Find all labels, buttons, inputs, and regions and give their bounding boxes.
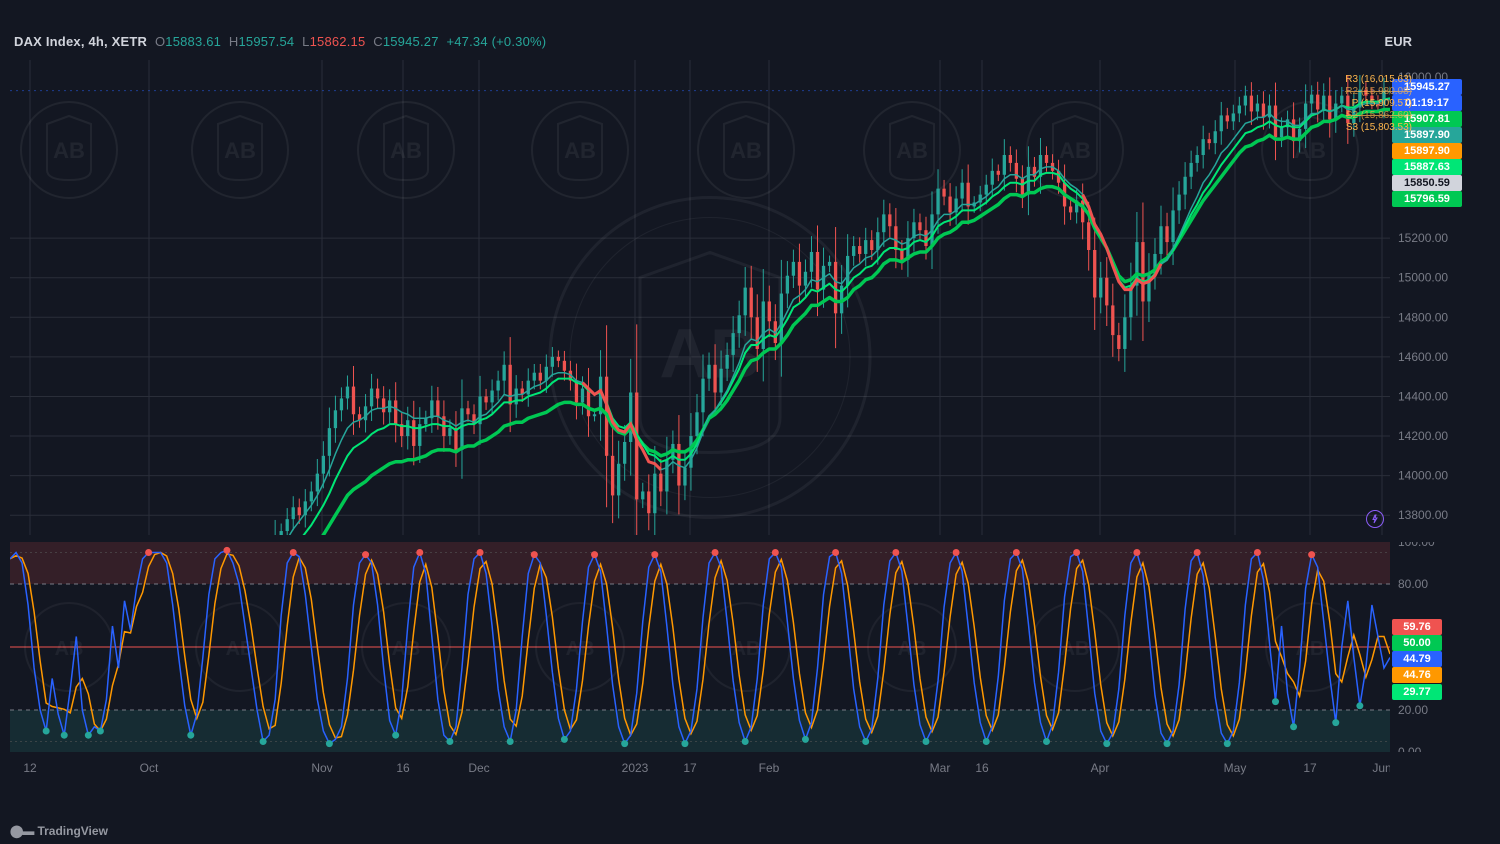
ohlc-close: 15945.27 <box>383 34 439 49</box>
svg-text:14400.00: 14400.00 <box>1398 389 1448 403</box>
oscillator-tag: 44.76 <box>1392 667 1442 683</box>
svg-text:AB: AB <box>896 138 928 163</box>
tradingview-icon: ⬤▬ <box>10 824 33 838</box>
svg-text:17: 17 <box>1303 761 1317 775</box>
price-tag: 15850.59 <box>1392 175 1462 191</box>
price-axis[interactable]: 13800.00 14000.00 14200.00 14400.00 14600.00… <box>1392 60 1490 535</box>
ohlc-change: +47.34 <box>446 34 487 49</box>
svg-text:14000.00: 14000.00 <box>1398 469 1448 483</box>
oscillator-tag: 44.79 <box>1392 651 1442 667</box>
svg-text:Mar: Mar <box>930 761 951 775</box>
svg-text:100.00: 100.00 <box>1398 542 1435 549</box>
oscillator-tag: 59.76 <box>1392 619 1442 635</box>
svg-text:14200.00: 14200.00 <box>1398 429 1448 443</box>
pivot-label: S3 (15,803.53) <box>1346 122 1412 133</box>
price-tag: 15887.63 <box>1392 159 1462 175</box>
svg-text:16: 16 <box>975 761 989 775</box>
time-axis[interactable]: 12 Oct Nov 16 Dec 2023 17 Feb Mar 16 Apr May 17 Jun <box>10 756 1390 782</box>
svg-text:15000.00: 15000.00 <box>1398 271 1448 285</box>
oscillator-chart[interactable]: ABABABABABABABAB <box>10 542 1390 752</box>
price-tag: 15897.90 <box>1392 143 1462 159</box>
price-tag: 15796.59 <box>1392 191 1462 207</box>
ohlc-low: 15862.15 <box>310 34 366 49</box>
svg-text:17: 17 <box>683 761 697 775</box>
timeframe[interactable]: 4h <box>88 34 104 49</box>
svg-text:Apr: Apr <box>1091 761 1110 775</box>
svg-text:AB: AB <box>390 138 422 163</box>
pivot-label: S2 (15,862.60) <box>1346 110 1412 121</box>
svg-text:0.00: 0.00 <box>1398 745 1422 752</box>
svg-text:15200.00: 15200.00 <box>1398 231 1448 245</box>
svg-text:Jun: Jun <box>1372 761 1390 775</box>
svg-text:AB: AB <box>1294 138 1326 163</box>
price-chart[interactable]: ABABABABABABABABAB <box>10 60 1390 535</box>
symbol-header[interactable]: DAX Index, 4h, XETR O15883.61 H15957.54 … <box>14 34 546 49</box>
svg-text:AB: AB <box>564 138 596 163</box>
svg-text:May: May <box>1224 761 1247 775</box>
svg-text:Feb: Feb <box>759 761 780 775</box>
svg-text:2023: 2023 <box>622 761 649 775</box>
svg-text:80.00: 80.00 <box>1398 577 1428 591</box>
svg-text:13800.00: 13800.00 <box>1398 508 1448 522</box>
svg-text:AB: AB <box>730 138 762 163</box>
svg-text:12: 12 <box>23 761 37 775</box>
pivot-label: R2 (15,980.08) <box>1345 86 1412 97</box>
svg-text:AB: AB <box>53 138 85 163</box>
exchange[interactable]: XETR <box>112 34 147 49</box>
auto-scale-icon[interactable] <box>1366 510 1384 528</box>
ohlc-change-pct: (+0.30%) <box>492 34 547 49</box>
oscillator-tag: 50.00 <box>1392 635 1442 651</box>
svg-text:AB: AB <box>1059 138 1091 163</box>
svg-text:20.00: 20.00 <box>1398 703 1428 717</box>
currency-label: EUR <box>1385 34 1412 49</box>
pivot-label: R3 (16,015.63) <box>1345 74 1412 85</box>
svg-text:AB: AB <box>224 138 256 163</box>
pivot-label: P (15,909.57) <box>1352 98 1412 109</box>
svg-text:14600.00: 14600.00 <box>1398 350 1448 364</box>
app-root: DAX Index, 4h, XETR O15883.61 H15957.54 … <box>0 0 1500 844</box>
oscillator-tag: 29.77 <box>1392 684 1442 700</box>
svg-text:14800.00: 14800.00 <box>1398 310 1448 324</box>
svg-text:Dec: Dec <box>468 761 489 775</box>
ohlc-high: 15957.54 <box>239 34 295 49</box>
ohlc-open: 15883.61 <box>165 34 221 49</box>
svg-text:Nov: Nov <box>311 761 332 775</box>
oscillator-axis[interactable]: 0.0020.0040.0080.00100.00 59.7650.0044.7… <box>1392 542 1490 752</box>
svg-text:AB: AB <box>898 638 927 660</box>
branding: ⬤▬TradingView <box>10 824 108 838</box>
svg-text:Oct: Oct <box>140 761 159 775</box>
svg-text:AB: AB <box>55 638 84 660</box>
symbol-name[interactable]: DAX Index <box>14 34 81 49</box>
svg-text:16: 16 <box>396 761 410 775</box>
